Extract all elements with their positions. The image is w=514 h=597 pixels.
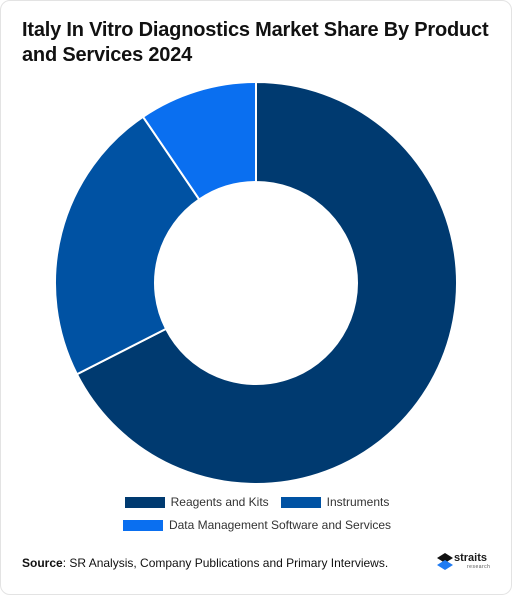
legend-swatch-data-management <box>122 519 163 531</box>
donut-chart <box>54 80 458 485</box>
legend: Reagents and Kits Instruments Data Manag… <box>0 492 514 538</box>
straits-logo-icon <box>437 553 453 570</box>
legend-swatch-instruments <box>280 496 321 508</box>
straits-research-logo: straits research <box>437 551 497 573</box>
logo-subtext: research <box>467 564 491 570</box>
donut-slice-data-management-software-and-services[interactable] <box>141 80 257 201</box>
legend-label-data-management: Data Management Software and Services <box>168 518 392 532</box>
legend-row-2: Data Management Software and Services <box>0 515 514 535</box>
legend-label-reagents: Reagents and Kits <box>170 495 269 509</box>
logo-wordmark: straits <box>454 552 488 564</box>
source-label: Source <box>22 556 63 570</box>
legend-item-instruments[interactable]: Instruments <box>280 495 390 509</box>
donut-slice-reagents-and-kits[interactable] <box>75 80 458 485</box>
donut-slice-instruments[interactable] <box>54 115 201 376</box>
legend-swatch-reagents <box>124 496 165 508</box>
legend-item-reagents[interactable]: Reagents and Kits <box>124 495 269 509</box>
legend-label-instruments: Instruments <box>326 495 390 509</box>
chart-title: Italy In Vitro Diagnostics Market Share … <box>22 19 489 66</box>
source-text: : SR Analysis, Company Publications and … <box>62 556 389 570</box>
legend-item-data-management[interactable]: Data Management Software and Services <box>122 518 392 532</box>
source-note: Source: SR Analysis, Company Publication… <box>22 556 388 570</box>
legend-row-1: Reagents and Kits Instruments <box>0 492 514 512</box>
